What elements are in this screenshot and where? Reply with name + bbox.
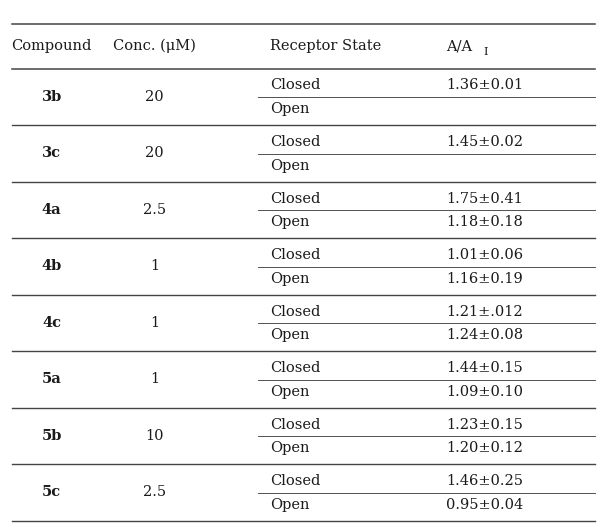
Text: Closed: Closed <box>270 417 320 432</box>
Text: 2.5: 2.5 <box>143 485 166 500</box>
Text: 1.01±0.06: 1.01±0.06 <box>446 248 523 262</box>
Text: Open: Open <box>270 159 310 173</box>
Text: Open: Open <box>270 272 310 286</box>
Text: Open: Open <box>270 102 310 116</box>
Text: 1.24±0.08: 1.24±0.08 <box>446 328 523 343</box>
Text: 10: 10 <box>146 429 164 443</box>
Text: 4b: 4b <box>41 259 62 274</box>
Text: 4c: 4c <box>42 316 61 330</box>
Text: 5c: 5c <box>42 485 61 500</box>
Text: 1.21±.012: 1.21±.012 <box>446 305 523 318</box>
Text: 1.45±0.02: 1.45±0.02 <box>446 135 523 149</box>
Text: 1.44±0.15: 1.44±0.15 <box>446 361 523 375</box>
Text: Closed: Closed <box>270 361 320 375</box>
Text: 2.5: 2.5 <box>143 203 166 217</box>
Text: 5a: 5a <box>42 373 61 386</box>
Text: 1.75±0.41: 1.75±0.41 <box>446 191 523 206</box>
Text: Open: Open <box>270 498 310 512</box>
Text: Open: Open <box>270 215 310 229</box>
Text: 20: 20 <box>146 90 164 104</box>
Text: 1.09±0.10: 1.09±0.10 <box>446 385 523 399</box>
Text: 1: 1 <box>150 259 160 274</box>
Text: Open: Open <box>270 385 310 399</box>
Text: Closed: Closed <box>270 79 320 92</box>
Text: 3c: 3c <box>42 147 61 160</box>
Text: Open: Open <box>270 441 310 455</box>
Text: 4a: 4a <box>42 203 61 217</box>
Text: Receptor State: Receptor State <box>270 39 381 53</box>
Text: 5b: 5b <box>41 429 62 443</box>
Text: 1.18±0.18: 1.18±0.18 <box>446 215 523 229</box>
Text: Closed: Closed <box>270 135 320 149</box>
Text: Conc. (μM): Conc. (μM) <box>114 39 196 53</box>
Text: Closed: Closed <box>270 474 320 488</box>
Text: 0.95±0.04: 0.95±0.04 <box>446 498 523 512</box>
Text: 1.20±0.12: 1.20±0.12 <box>446 441 523 455</box>
Text: Open: Open <box>270 328 310 343</box>
Text: Closed: Closed <box>270 191 320 206</box>
Text: 3b: 3b <box>41 90 62 104</box>
Text: 1: 1 <box>150 373 160 386</box>
Text: 1.46±0.25: 1.46±0.25 <box>446 474 523 488</box>
Text: Closed: Closed <box>270 248 320 262</box>
Text: 1: 1 <box>150 316 160 330</box>
Text: Closed: Closed <box>270 305 320 318</box>
Text: 1.36±0.01: 1.36±0.01 <box>446 79 523 92</box>
Text: Compound: Compound <box>12 39 92 53</box>
Text: 20: 20 <box>146 147 164 160</box>
Text: 1.23±0.15: 1.23±0.15 <box>446 417 523 432</box>
Text: I: I <box>484 47 488 57</box>
Text: 1.16±0.19: 1.16±0.19 <box>446 272 523 286</box>
Text: A/A: A/A <box>446 39 472 53</box>
